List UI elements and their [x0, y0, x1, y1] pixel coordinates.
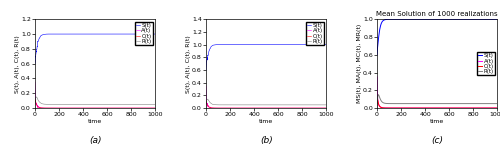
Legend: S(t), A(t), C(t), R(t): S(t), A(t), C(t), R(t) — [306, 22, 324, 45]
Y-axis label: S(t), A(t), C(t), R(t): S(t), A(t), C(t), R(t) — [14, 35, 20, 92]
Legend: S(t), A(t), C(t), R(t): S(t), A(t), C(t), R(t) — [135, 22, 152, 45]
X-axis label: time: time — [88, 119, 102, 124]
Text: (b): (b) — [260, 136, 272, 145]
X-axis label: time: time — [430, 119, 444, 124]
Y-axis label: MS(t), MA(t), MC(t), MR(t): MS(t), MA(t), MC(t), MR(t) — [356, 24, 362, 103]
Text: (a): (a) — [89, 136, 102, 145]
Title: Mean Solution of 1000 realizations: Mean Solution of 1000 realizations — [376, 11, 498, 17]
Text: (c): (c) — [432, 136, 444, 145]
Legend: S(t), A(t), C(t), R(t): S(t), A(t), C(t), R(t) — [477, 52, 494, 75]
X-axis label: time: time — [259, 119, 274, 124]
Y-axis label: S(t), A(t), C(t), R(t): S(t), A(t), C(t), R(t) — [186, 35, 190, 92]
